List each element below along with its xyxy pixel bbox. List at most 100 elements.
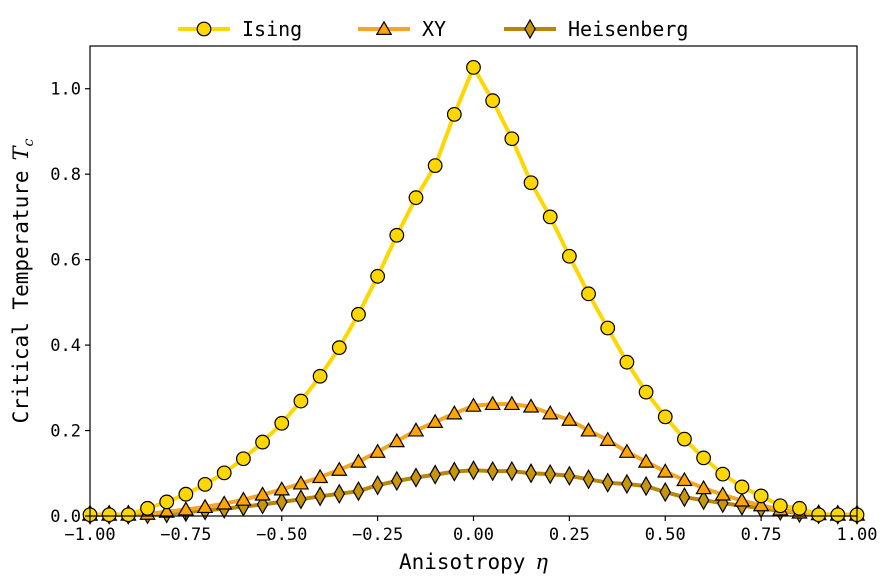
x-axis-symbol: η: [535, 550, 548, 574]
xy-point: [292, 475, 310, 490]
ising-point: [235, 451, 251, 467]
heisenberg-point: [563, 465, 576, 487]
y-tick-label: 1.0: [50, 80, 81, 100]
x-tick-label: −1.00: [64, 525, 115, 545]
y-tick-label: 0.0: [50, 507, 81, 527]
xy-point: [235, 491, 252, 506]
x-axis-title: Anisotropy η: [399, 550, 548, 574]
heisenberg-point: [275, 491, 288, 513]
legend: Ising XY Heisenberg: [178, 17, 688, 41]
ising-point: [523, 175, 539, 191]
ising-point: [216, 465, 232, 481]
ising-point: [600, 320, 616, 336]
xy-point: [196, 498, 214, 514]
y-tick-label: 0.6: [50, 251, 81, 271]
xy-point: [215, 495, 233, 510]
ising-point: [715, 466, 731, 482]
ising-point: [542, 209, 558, 225]
y-axis-symbol: T: [9, 144, 33, 160]
ising-point: [792, 500, 807, 516]
heisenberg-point: [448, 461, 461, 482]
ising-point: [561, 248, 577, 264]
heisenberg-point: [582, 469, 595, 490]
ising-point: [408, 190, 424, 206]
ising-point: [389, 227, 405, 243]
xy-point: [541, 405, 559, 420]
xy-point: [714, 486, 732, 501]
heisenberg-point: [525, 463, 537, 484]
xy-point: [561, 411, 578, 426]
ising-point: [466, 59, 481, 75]
ising-point: [446, 106, 462, 122]
y-axis-title: Critical Temperature Tc: [9, 138, 37, 423]
heisenberg-point: [371, 475, 384, 496]
xy-point: [752, 496, 770, 512]
ising-point: [197, 476, 213, 492]
plot-frame: [89, 45, 858, 517]
xy-point: [484, 395, 501, 411]
x-tick-label: 0.50: [645, 525, 686, 545]
legend-item-heisenberg: Heisenberg: [504, 17, 688, 41]
ising-point: [504, 131, 520, 147]
x-tick-label: 0.25: [549, 525, 590, 545]
xy-point: [637, 453, 655, 468]
heisenberg-point: [659, 481, 672, 503]
xy-point: [733, 492, 751, 507]
legend-marker: [196, 21, 212, 37]
ising-point: [274, 415, 290, 431]
ising-series-markers: [82, 59, 865, 523]
xy-point: [465, 397, 482, 412]
heisenberg-point: [410, 467, 422, 488]
xy-point: [426, 413, 444, 428]
xy-point: [580, 422, 597, 437]
ising-point: [101, 507, 117, 523]
y-tick-label: 0.8: [50, 165, 81, 185]
heisenberg-point: [391, 470, 403, 492]
xy-point: [158, 503, 175, 518]
legend-label: Ising: [242, 17, 302, 41]
xy-series-markers: [81, 395, 866, 521]
heisenberg-point: [601, 472, 614, 493]
ising-point: [370, 268, 386, 284]
ising-point: [696, 450, 711, 466]
x-tick-label: 0.75: [741, 525, 782, 545]
plot-lines: [90, 65, 857, 517]
heisenberg-point: [506, 460, 518, 482]
y-axis-subscript: c: [21, 138, 37, 146]
xy-point: [331, 461, 348, 476]
ising-point: [140, 500, 155, 516]
ising-point: [772, 498, 788, 514]
y-tick-label: 0.2: [50, 422, 81, 442]
x-axis-label: Anisotropy: [399, 550, 525, 574]
xy-point: [676, 471, 693, 487]
xy-point: [407, 422, 425, 437]
ising-point: [677, 431, 692, 447]
heisenberg-point: [640, 475, 652, 497]
xy-point: [446, 405, 463, 420]
xy-point: [503, 395, 521, 411]
heisenberg-point: [697, 489, 710, 511]
heisenberg-point: [544, 463, 556, 485]
plot-markers: [81, 59, 866, 525]
ising-point: [638, 384, 654, 400]
ising-point: [485, 93, 501, 109]
xy-point: [273, 481, 290, 496]
ising-point: [427, 158, 443, 174]
xy-point: [388, 432, 406, 448]
ising-point: [293, 393, 309, 409]
legend-marker: [524, 18, 536, 40]
x-tick-label: 0.00: [453, 525, 494, 545]
legend-item-ising: Ising: [178, 17, 302, 41]
xy-point: [311, 468, 329, 484]
legend-item-xy: XY: [358, 17, 446, 41]
xy-point: [657, 463, 674, 478]
xy-point: [618, 443, 636, 458]
legend-label: Heisenberg: [568, 17, 688, 41]
heisenberg-point: [621, 473, 633, 495]
x-tick-label: −0.75: [160, 525, 211, 545]
xy-point: [695, 479, 712, 495]
ising-point: [255, 434, 270, 450]
xy-point: [599, 431, 616, 446]
y-tick-label: 0.4: [50, 336, 81, 356]
